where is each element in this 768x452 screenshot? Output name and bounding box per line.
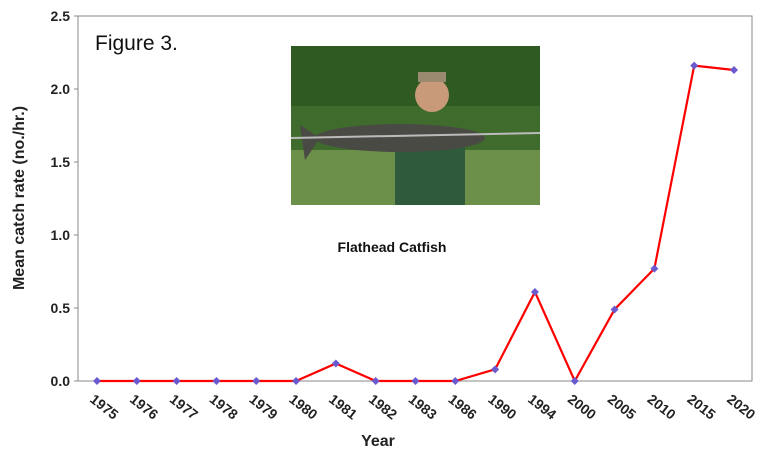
- y-tick-label: 1.0: [51, 227, 71, 243]
- x-tick-label: 1983: [406, 391, 441, 423]
- chart: Figure 3. Flathead Catfish Year Mean cat…: [0, 0, 768, 452]
- x-tick-label: 1977: [167, 391, 202, 423]
- annotation: Flathead Catfish: [338, 239, 447, 255]
- data-point: [292, 377, 300, 385]
- y-tick-label: 2.0: [51, 81, 71, 97]
- data-point: [252, 377, 260, 385]
- y-tick-label: 0.0: [51, 373, 71, 389]
- data-point: [173, 377, 181, 385]
- x-tick-label: 1994: [525, 391, 560, 423]
- data-point: [531, 288, 539, 296]
- x-tick-label: 2005: [605, 391, 640, 423]
- x-tick-label: 1990: [485, 391, 520, 423]
- y-tick-label: 0.5: [51, 300, 71, 316]
- data-point: [332, 359, 340, 367]
- photo: [291, 46, 540, 205]
- data-point: [491, 365, 499, 373]
- y-axis-label: Mean catch rate (no./hr.): [11, 106, 28, 290]
- data-point: [212, 377, 220, 385]
- chart-title: Figure 3.: [95, 32, 178, 55]
- y-tick-label: 1.5: [51, 154, 71, 170]
- data-point: [451, 377, 459, 385]
- x-tick-label: 2000: [565, 391, 600, 423]
- x-tick-label: 1978: [207, 391, 242, 423]
- x-tick-label: 2015: [684, 391, 719, 423]
- x-tick-label: 1986: [445, 391, 480, 423]
- data-point: [730, 66, 738, 74]
- y-tick-label: 2.5: [51, 8, 71, 24]
- data-point: [93, 377, 101, 385]
- x-tick-label: 2020: [724, 391, 759, 423]
- x-tick-label: 1980: [286, 391, 321, 423]
- x-tick-label: 1979: [246, 391, 281, 423]
- x-tick-label: 1981: [326, 391, 361, 423]
- data-point: [133, 377, 141, 385]
- data-point: [412, 377, 420, 385]
- x-tick-label: 1976: [127, 391, 162, 423]
- x-tick-label: 1975: [87, 391, 122, 423]
- data-point: [372, 377, 380, 385]
- x-tick-label: 2010: [645, 391, 680, 423]
- x-axis-label: Year: [361, 433, 395, 450]
- data-point: [690, 62, 698, 70]
- x-tick-label: 1982: [366, 391, 401, 423]
